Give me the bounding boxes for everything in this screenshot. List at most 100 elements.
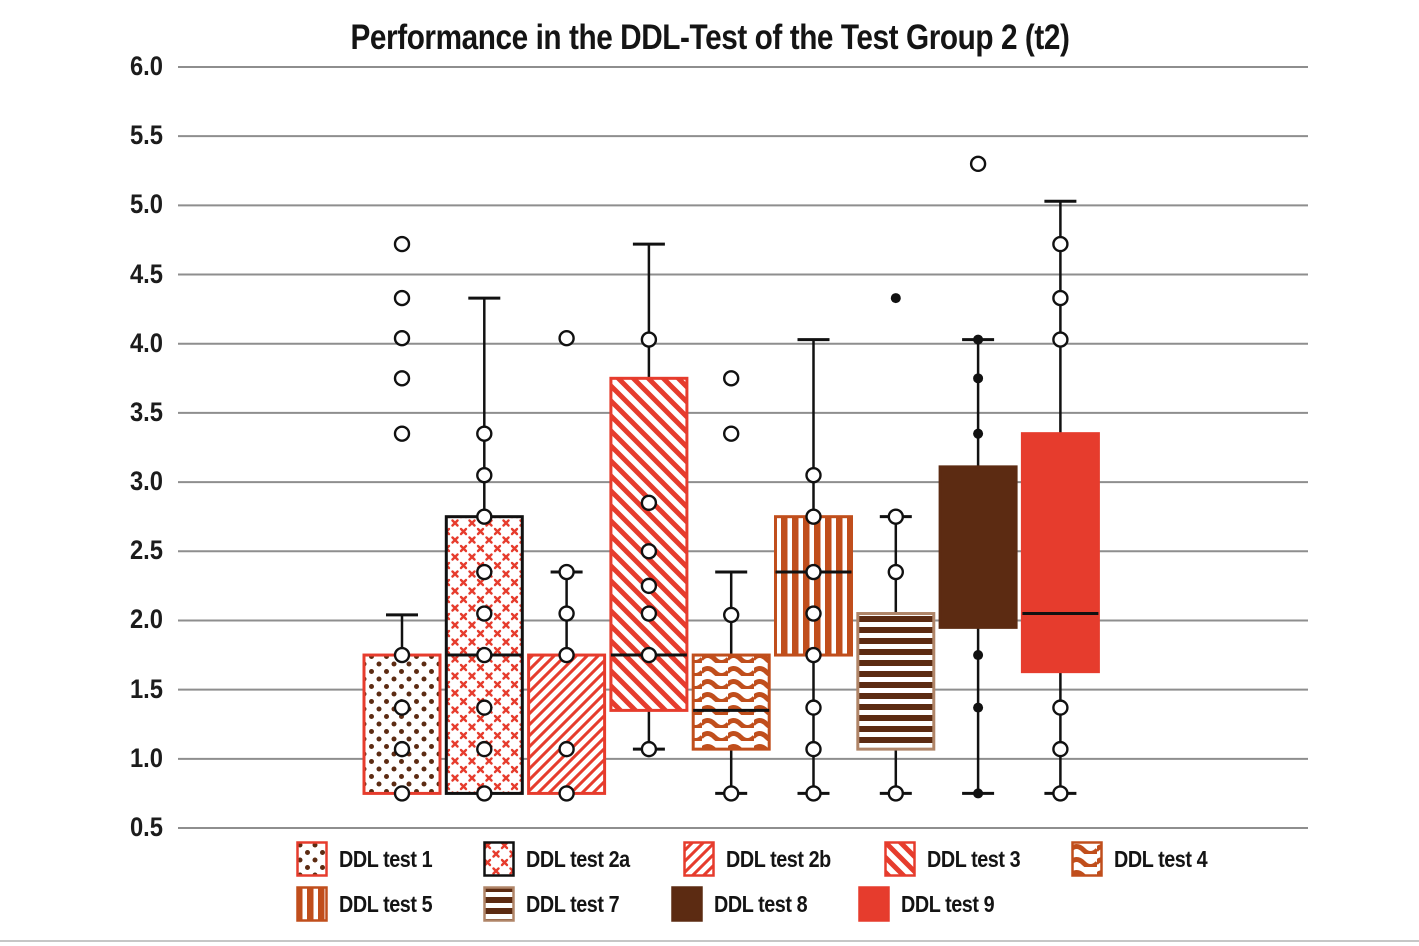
legend-swatch-diag_thin-icon <box>683 841 715 877</box>
data-point-open <box>558 740 575 758</box>
box-group-ddl-test-9 <box>1020 199 1100 802</box>
legend-swatch-rect <box>670 886 703 922</box>
legend-label: DDL test 1 <box>339 845 433 872</box>
legend-swatch-rect <box>483 841 516 877</box>
box <box>856 612 936 751</box>
legend-swatch-vstripe-icon <box>296 886 328 922</box>
box <box>1020 432 1100 674</box>
box-group-ddl-test-8 <box>938 155 1018 799</box>
data-point-filled <box>973 702 984 713</box>
data-point-open <box>723 606 740 624</box>
box-group-ddl-test-2a <box>444 296 524 802</box>
data-point-open <box>723 785 740 802</box>
data-point-open <box>805 646 822 664</box>
legend-label: DDL test 3 <box>926 845 1021 872</box>
legend-item-ddl-test-9: DDL test 9 <box>858 886 1009 922</box>
data-point-open <box>558 785 575 802</box>
data-point-open <box>1052 740 1069 758</box>
box <box>774 515 853 657</box>
data-point-open <box>476 740 493 758</box>
legend-label: DDL test 4 <box>1114 845 1208 872</box>
data-point-open <box>476 425 493 442</box>
data-point-open <box>1052 699 1069 716</box>
legend-swatch-wave-icon <box>1071 841 1103 877</box>
data-point-filled <box>973 334 984 345</box>
legend-swatch-solid_red-icon <box>858 886 890 922</box>
legend-label: DDL test 2a <box>526 845 631 872</box>
data-point-open <box>476 785 493 802</box>
data-point-open <box>558 329 575 347</box>
legend-label: DDL test 2b <box>725 845 831 872</box>
legend-swatch-solid_brown-icon <box>670 886 703 922</box>
data-point-filled <box>973 788 984 799</box>
data-point-open <box>393 370 411 387</box>
legend-item-ddl-test-2b: DDL test 2b <box>683 841 848 877</box>
data-point-open <box>805 740 822 758</box>
data-point-open <box>558 563 575 581</box>
data-point-open <box>476 605 493 622</box>
box <box>527 653 607 795</box>
legend-swatch-hstripe-icon <box>483 886 516 922</box>
legend-swatch-rect <box>483 886 516 922</box>
data-point-open <box>723 425 740 442</box>
data-point-open <box>393 785 411 802</box>
data-point-open <box>887 563 904 581</box>
data-point-open <box>393 699 411 716</box>
data-point-open <box>558 646 575 664</box>
legend-swatch-dots-icon <box>296 841 328 877</box>
data-point-open <box>805 699 822 716</box>
data-point-open <box>393 425 411 442</box>
legend-swatch-diag_heavy-icon <box>884 841 916 877</box>
bottom-rule <box>0 940 1419 942</box>
data-point-open <box>805 563 822 581</box>
box <box>362 653 442 795</box>
data-point-open <box>476 646 493 664</box>
data-point-open <box>558 605 575 622</box>
data-point-filled <box>973 428 984 439</box>
data-point-filled <box>890 293 901 304</box>
data-point-open <box>476 466 493 484</box>
data-point-open <box>887 508 904 525</box>
data-point-open <box>805 466 822 484</box>
data-point-open <box>969 155 987 173</box>
data-point-open <box>393 740 411 758</box>
data-point-open <box>640 331 658 348</box>
data-point-open <box>805 605 822 622</box>
legend-swatch-rect <box>858 886 890 922</box>
legend-label: DDL test 8 <box>713 890 808 917</box>
legend-item-ddl-test-3: DDL test 3 <box>884 841 1035 877</box>
data-point-open <box>1052 331 1069 348</box>
box-group-ddl-test-1 <box>362 235 442 802</box>
data-point-open <box>1052 235 1069 253</box>
data-point-open <box>640 577 658 595</box>
data-point-open <box>476 508 493 525</box>
data-point-open <box>476 699 493 716</box>
data-point-open <box>805 508 822 525</box>
legend-item-ddl-test-4: DDL test 4 <box>1071 841 1222 877</box>
chart-title: Performance in the DDL-Test of the Test … <box>350 18 1070 57</box>
legend-item-ddl-test-8: DDL test 8 <box>670 886 822 922</box>
legend-label: DDL test 7 <box>526 890 620 917</box>
data-point-open <box>640 646 658 664</box>
box <box>691 653 771 751</box>
legend-row: DDL test 5 DDL test 7 DDL test 8 DDL test 9 <box>296 886 1223 922</box>
legend: DDL test 1 DDL test 2a DDL test 2b DDL test… <box>296 841 1223 931</box>
data-point-open <box>640 740 658 758</box>
legend-label: DDL test 9 <box>900 890 995 917</box>
legend-item-ddl-test-5: DDL test 5 <box>296 886 447 922</box>
data-point-open <box>887 785 904 802</box>
legend-item-ddl-test-1: DDL test 1 <box>296 841 447 877</box>
data-point-open <box>393 289 411 307</box>
legend-label: DDL test 5 <box>339 890 433 917</box>
data-point-open <box>1052 289 1069 307</box>
box-group-ddl-test-4 <box>691 370 771 802</box>
legend-swatch-rect <box>1071 841 1103 877</box>
data-point-open <box>1052 785 1069 802</box>
box-group-ddl-test-3 <box>609 242 689 758</box>
legend-swatch-rect <box>296 886 328 922</box>
data-point-open <box>393 235 411 253</box>
data-point-open <box>393 646 411 664</box>
data-point-open <box>805 785 822 802</box>
